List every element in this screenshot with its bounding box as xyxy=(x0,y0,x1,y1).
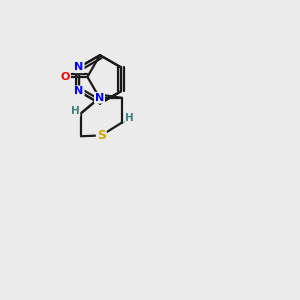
Text: S: S xyxy=(97,129,106,142)
Text: H: H xyxy=(71,106,80,116)
Text: N: N xyxy=(74,86,84,96)
Text: O: O xyxy=(61,72,70,82)
Text: N: N xyxy=(74,62,84,72)
Text: H: H xyxy=(125,113,134,123)
Text: N: N xyxy=(95,93,104,103)
